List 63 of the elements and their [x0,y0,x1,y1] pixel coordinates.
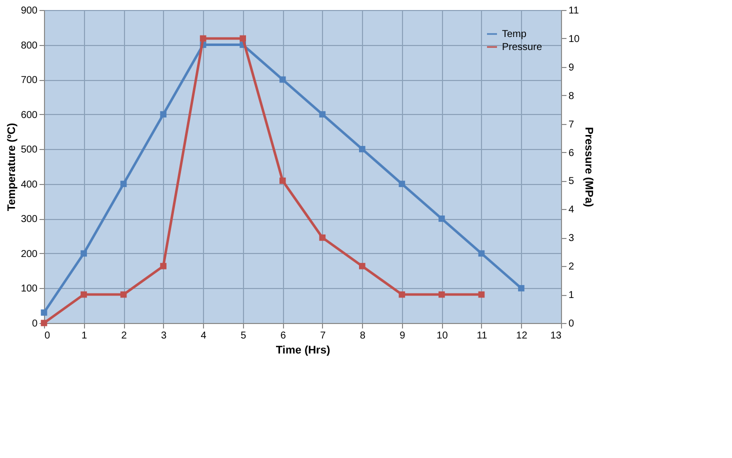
x-tick-label: 5 [240,330,247,342]
x-axis-title: Time (Hrs) [276,344,330,356]
y2-axis-title: Pressure (MPa) [582,126,595,208]
point [518,285,524,292]
y-tick-label: 900 [20,6,38,16]
y2-tick-label: 5 [568,176,574,188]
point [398,291,406,298]
y-tick-label: 700 [20,75,38,86]
point [358,146,366,152]
point [160,262,166,270]
point [398,180,406,188]
y2-tick-label: 9 [568,62,574,74]
y-tick-label: 300 [20,214,38,226]
point [40,309,48,316]
y-tick-label: 100 [20,284,38,295]
y2-tick-label: 7 [568,119,574,130]
y-tick-label: 800 [20,40,38,52]
point [279,178,286,184]
x-tick-label: 0 [44,330,50,342]
point [358,262,366,270]
point [80,250,87,257]
y-tick-label: 200 [20,248,38,260]
legend-label: Temp [502,29,527,40]
x-tick-label: 13 [550,330,562,342]
point [240,35,246,42]
y2-tick-label: 3 [568,233,574,244]
x-tick-label: 9 [400,330,406,342]
point [319,111,326,118]
y-tick-label: 600 [20,110,38,121]
y2-tick-label: 8 [568,90,574,102]
x-tick-label: 2 [121,330,128,342]
y-tick-label: 0 [32,318,38,330]
y2-tick-label: 1 [568,290,574,302]
point [478,291,485,298]
y2-tick-label: 0 [568,318,574,330]
y-tick-label: 500 [20,144,38,156]
point [478,250,485,257]
y2-tick-label: 10 [568,34,580,45]
x-tick-label: 10 [436,330,448,342]
point [438,216,445,222]
y2-tick-label: 6 [568,148,574,159]
point [438,291,445,298]
x-tick-label: 3 [161,330,168,342]
x-tick-label: 12 [516,330,528,342]
y2-tick-label: 2 [568,262,574,273]
x-tick-label: 6 [280,330,286,342]
x-tick-label: 1 [81,330,88,342]
x-tick-label: 7 [320,330,326,342]
point [120,180,127,188]
x-tick-label: 11 [476,330,488,342]
x-tick-label: 4 [200,330,207,342]
y-axis-title: Temperature (ºC) [6,122,18,212]
y2-tick-label: 11 [568,6,580,16]
point [279,76,286,83]
point [120,291,127,298]
point [319,234,326,241]
y-tick-label: 400 [20,179,38,190]
x-tick-label: 8 [360,330,366,342]
y2-tick-label: 4 [568,204,574,216]
point [80,291,87,298]
point [160,111,166,118]
legend-label: Pressure [502,42,542,53]
point [200,35,206,42]
